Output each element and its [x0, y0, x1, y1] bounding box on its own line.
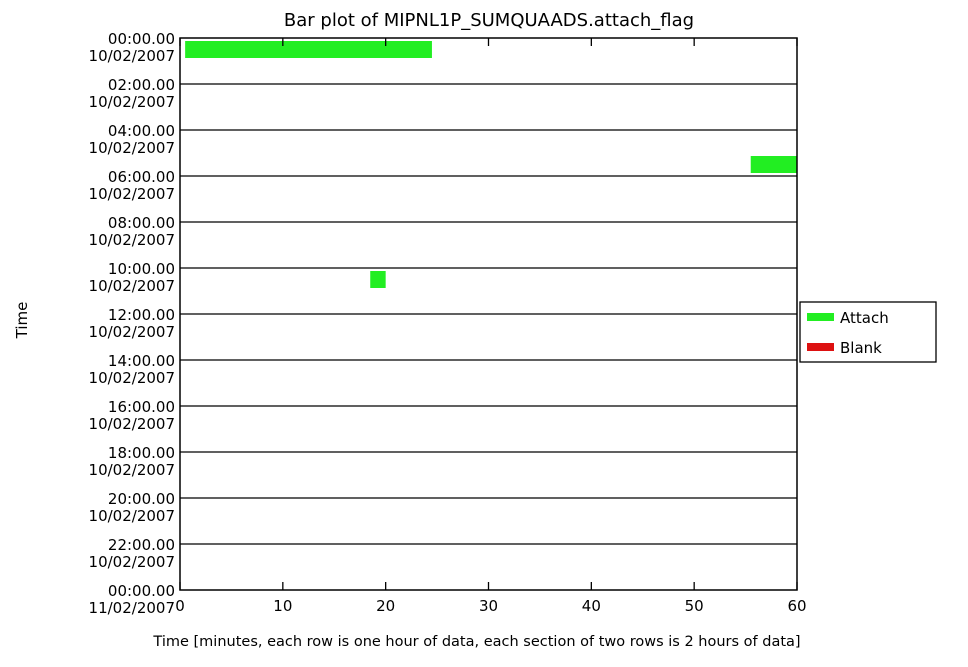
y-tick-label-date: 10/02/2007	[89, 277, 175, 295]
bar-attach-hour-10	[370, 271, 386, 288]
legend-swatch-blank	[807, 343, 834, 351]
x-axis-ticks: 0 10 20 30 40 50 60	[175, 38, 807, 615]
grid-lines	[180, 83, 797, 545]
y-tick-label-date: 10/02/2007	[89, 507, 175, 525]
y-tick-label-time: 00:00.00	[108, 30, 175, 48]
x-tick-label: 20	[376, 597, 395, 615]
y-tick-label-date: 10/02/2007	[89, 553, 175, 571]
y-tick-label-date: 11/02/2007	[89, 599, 175, 617]
x-tick-label: 10	[273, 597, 292, 615]
y-tick-label-time: 22:00.00	[108, 536, 175, 554]
y-tick-label-time: 18:00.00	[108, 444, 175, 462]
y-tick-label-date: 10/02/2007	[89, 47, 175, 65]
x-tick-label: 40	[582, 597, 601, 615]
y-tick-label-date: 10/02/2007	[89, 369, 175, 387]
chart-title: Bar plot of MIPNL1P_SUMQUAADS.attach_fla…	[284, 10, 694, 31]
y-tick-label-date: 10/02/2007	[89, 139, 175, 157]
legend-swatch-attach	[807, 313, 834, 321]
y-tick-label-time: 20:00.00	[108, 490, 175, 508]
y-tick-label-time: 12:00.00	[108, 306, 175, 324]
legend-label-attach: Attach	[840, 309, 889, 327]
x-tick-label: 30	[479, 597, 498, 615]
y-tick-label-date: 10/02/2007	[89, 93, 175, 111]
bar-attach-hour-5	[750, 156, 797, 173]
y-tick-label-time: 14:00.00	[108, 352, 175, 370]
y-tick-label-time: 02:00.00	[108, 76, 175, 94]
y-tick-label-date: 10/02/2007	[89, 231, 175, 249]
y-tick-label-date: 10/02/2007	[89, 185, 175, 203]
bars	[185, 41, 797, 288]
y-tick-label-time: 04:00.00	[108, 122, 175, 140]
legend-label-blank: Blank	[840, 339, 882, 357]
y-axis-ticks: 00:00.0010/02/200702:00.0010/02/200704:0…	[89, 30, 175, 617]
y-tick-label-time: 16:00.00	[108, 398, 175, 416]
y-tick-label-date: 10/02/2007	[89, 461, 175, 479]
legend-box	[799, 301, 937, 363]
x-tick-label: 0	[175, 597, 185, 615]
y-tick-label-time: 06:00.00	[108, 168, 175, 186]
x-axis-label: Time [minutes, each row is one hour of d…	[152, 634, 800, 650]
y-axis-label: Time	[13, 302, 31, 340]
y-tick-label-time: 08:00.00	[108, 214, 175, 232]
y-tick-label-time: 10:00.00	[108, 260, 175, 278]
y-tick-label-date: 10/02/2007	[89, 415, 175, 433]
y-tick-label-time: 00:00.00	[108, 582, 175, 600]
y-tick-label-date: 10/02/2007	[89, 323, 175, 341]
x-tick-label: 50	[685, 597, 704, 615]
legend: Attach Blank	[799, 301, 937, 363]
bar-attach-hour-0	[185, 41, 432, 58]
x-tick-label: 60	[787, 597, 806, 615]
